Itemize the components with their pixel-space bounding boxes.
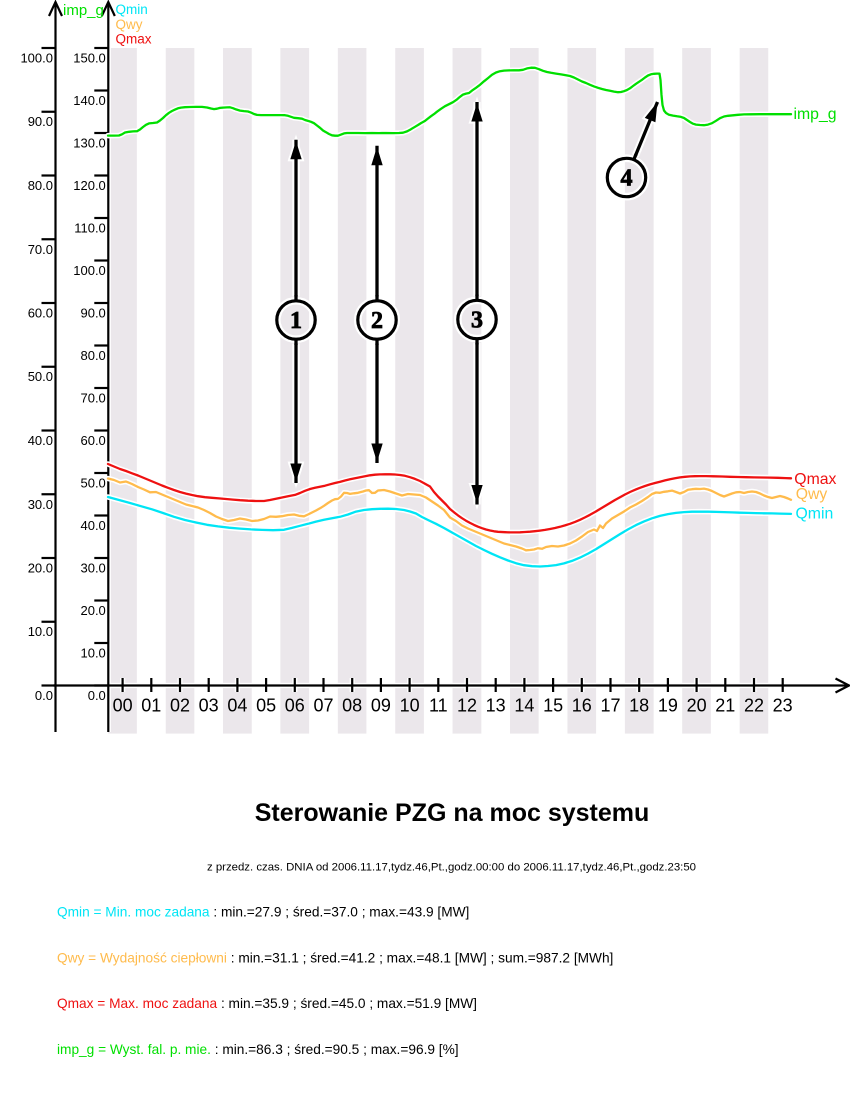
svg-text:100.0: 100.0 <box>20 51 53 66</box>
svg-text:90.0: 90.0 <box>28 114 53 129</box>
svg-text:40.0: 40.0 <box>28 433 53 448</box>
svg-text:150.0: 150.0 <box>73 51 106 66</box>
svg-text:Qmax = Max. moc zadana : min.=: Qmax = Max. moc zadana : min.=35.9 ; śre… <box>57 996 477 1011</box>
svg-text:120.0: 120.0 <box>73 178 106 193</box>
svg-text:13: 13 <box>486 696 506 716</box>
svg-text:80.0: 80.0 <box>80 348 105 363</box>
svg-text:11: 11 <box>429 696 448 716</box>
svg-text:50.0: 50.0 <box>28 369 53 384</box>
svg-text:01: 01 <box>141 696 161 716</box>
svg-text:10.0: 10.0 <box>28 624 53 639</box>
svg-text:20.0: 20.0 <box>28 561 53 576</box>
svg-text:15: 15 <box>543 696 563 716</box>
svg-text:21: 21 <box>715 696 735 716</box>
svg-text:Qwy: Qwy <box>796 486 828 503</box>
svg-text:4: 4 <box>621 166 633 192</box>
svg-text:100.0: 100.0 <box>73 263 106 278</box>
svg-text:10: 10 <box>400 696 420 716</box>
svg-text:110.0: 110.0 <box>74 221 106 236</box>
svg-text:1: 1 <box>290 308 302 334</box>
svg-text:Qwy: Qwy <box>116 17 143 32</box>
svg-text:00: 00 <box>113 696 133 716</box>
svg-text:Sterowanie PZG na moc systemu: Sterowanie PZG na moc systemu <box>255 799 650 827</box>
svg-text:12: 12 <box>457 696 477 716</box>
svg-text:20.0: 20.0 <box>80 603 105 618</box>
svg-text:imp_g: imp_g <box>794 106 837 123</box>
svg-text:60.0: 60.0 <box>80 433 105 448</box>
svg-text:16: 16 <box>572 696 592 716</box>
svg-text:imp_g: imp_g <box>63 2 104 19</box>
svg-text:Qmin = Min. moc zadana : min.=: Qmin = Min. moc zadana : min.=27.9 ; śre… <box>57 905 469 920</box>
svg-text:130.0: 130.0 <box>73 136 106 151</box>
svg-text:08: 08 <box>342 696 362 716</box>
svg-text:Qmax: Qmax <box>116 32 152 47</box>
svg-text:Qmin: Qmin <box>116 2 148 17</box>
svg-text:60.0: 60.0 <box>28 306 53 321</box>
svg-text:40.0: 40.0 <box>80 518 105 533</box>
svg-text:10.0: 10.0 <box>80 646 105 661</box>
svg-text:22: 22 <box>744 696 764 716</box>
svg-text:0.0: 0.0 <box>35 688 53 703</box>
svg-text:imp_g = Wyst. fal. p. mie. : m: imp_g = Wyst. fal. p. mie. : min.=86.3 ;… <box>57 1042 459 1057</box>
svg-text:50.0: 50.0 <box>80 476 105 491</box>
svg-text:140.0: 140.0 <box>73 93 106 108</box>
svg-text:06: 06 <box>285 696 305 716</box>
svg-text:90.0: 90.0 <box>80 306 105 321</box>
svg-text:02: 02 <box>170 696 190 716</box>
svg-text:80.0: 80.0 <box>28 178 53 193</box>
svg-text:18: 18 <box>629 696 649 716</box>
svg-text:14: 14 <box>514 696 534 716</box>
svg-text:70.0: 70.0 <box>80 391 105 406</box>
svg-text:2: 2 <box>371 308 383 334</box>
svg-text:09: 09 <box>371 696 391 716</box>
svg-text:17: 17 <box>600 696 620 716</box>
svg-text:20: 20 <box>687 696 707 716</box>
svg-text:Qwy = Wydajność ciepłowni : mi: Qwy = Wydajność ciepłowni : min.=31.1 ; … <box>57 950 613 965</box>
svg-text:70.0: 70.0 <box>28 242 53 257</box>
svg-text:z przedz. czas. DNIA od 2006.1: z przedz. czas. DNIA od 2006.11.17,tydz.… <box>207 862 696 874</box>
svg-text:03: 03 <box>199 696 219 716</box>
svg-text:07: 07 <box>313 696 333 716</box>
svg-text:0.0: 0.0 <box>88 688 106 703</box>
svg-text:30.0: 30.0 <box>28 497 53 512</box>
svg-text:3: 3 <box>471 308 483 334</box>
svg-text:04: 04 <box>227 696 247 716</box>
svg-text:23: 23 <box>773 696 793 716</box>
svg-text:Qmin: Qmin <box>796 506 834 523</box>
svg-text:19: 19 <box>658 696 678 716</box>
svg-text:Qmax: Qmax <box>794 471 836 488</box>
svg-text:05: 05 <box>256 696 276 716</box>
svg-text:30.0: 30.0 <box>80 561 105 576</box>
